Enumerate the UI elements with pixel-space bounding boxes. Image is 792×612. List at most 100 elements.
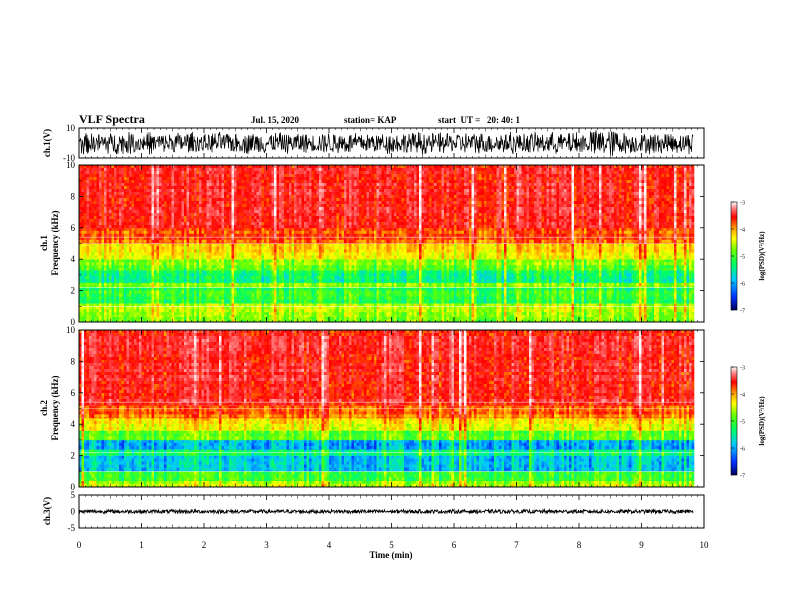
spectrogram-cell — [664, 317, 667, 320]
spectrogram-cell — [149, 312, 152, 315]
spectrogram-cell — [159, 309, 162, 312]
spectrogram-cell — [517, 309, 520, 312]
spectrogram-cell — [589, 315, 592, 317]
spectrogram-cell — [322, 312, 325, 315]
spectrogram-cell — [114, 315, 117, 317]
spectrogram-cell — [404, 309, 407, 312]
spectrogram-cell — [482, 315, 485, 317]
spectrogram-cell — [607, 317, 610, 320]
spectrogram-cell — [502, 315, 505, 317]
spectrogram-cell — [577, 315, 580, 317]
spectrogram-cell — [459, 317, 462, 320]
spectrogram-cell — [342, 315, 345, 317]
spectrogram-cell — [599, 309, 602, 312]
spectrogram-cell — [199, 309, 202, 312]
spectrogram-cell — [369, 306, 372, 309]
spectrogram-cell — [284, 315, 287, 317]
spectrogram-cell — [317, 306, 320, 309]
spectrogram-cell — [174, 312, 177, 315]
spectrogram-cell — [402, 312, 405, 315]
spectrogram-cell — [214, 312, 217, 315]
spectrogram-cell — [457, 315, 460, 317]
spectrogram-cell — [414, 317, 417, 320]
spectrogram-cell — [417, 306, 420, 309]
spectrogram-cell — [304, 315, 307, 317]
spectrogram-cell — [434, 306, 437, 309]
spectrogram-cell — [574, 312, 577, 315]
spectrogram-cell — [607, 306, 610, 309]
spectrogram-cell — [632, 312, 635, 315]
spectrogram-cell — [499, 312, 502, 315]
spectrogram-cell — [654, 306, 657, 309]
spectrogram-cell — [639, 309, 642, 312]
spectrogram-cell — [279, 315, 282, 317]
spectrogram-cell — [334, 309, 337, 312]
spectrogram-cell — [569, 306, 572, 309]
spectrogram-cell — [492, 315, 495, 317]
spectrogram-cell — [464, 312, 467, 315]
spectrogram-cell — [417, 312, 420, 315]
spectrogram-cell — [567, 309, 570, 312]
spectrogram-cell — [249, 306, 252, 309]
spectrogram-cell — [429, 312, 432, 315]
spectrogram-cell — [159, 317, 162, 320]
spectrogram-cell — [587, 306, 590, 309]
spectrogram-cell — [469, 309, 472, 312]
spectrogram-cell — [209, 317, 212, 320]
spectrogram-cell — [187, 312, 190, 315]
spectrogram-cell — [632, 306, 635, 309]
spectrogram-cell — [662, 312, 665, 315]
spectrogram-cell — [632, 317, 635, 320]
spectrogram-cell — [192, 317, 195, 320]
spectrogram-cell — [604, 312, 607, 315]
spectrogram-cell — [147, 312, 150, 315]
spectrogram-cell — [444, 306, 447, 309]
spectrogram-cell — [539, 306, 542, 309]
spectrogram-cell — [534, 315, 537, 317]
spectrogram-cell — [257, 317, 260, 320]
spectrogram-cell — [682, 309, 685, 312]
spectrogram-cell — [409, 317, 412, 320]
spectrogram-cell — [547, 306, 550, 309]
spectrogram-cell — [304, 306, 307, 309]
spectrogram-cell — [117, 309, 120, 312]
spectrogram-cell — [277, 312, 280, 315]
spectrogram-cell — [627, 309, 630, 312]
spectrogram-cell — [382, 317, 385, 320]
spectrogram-cell — [667, 312, 670, 315]
spectrogram-cell — [497, 317, 500, 320]
spectrogram-cell — [662, 317, 665, 320]
spectrogram-cell — [352, 312, 355, 315]
spectrogram-cell — [302, 312, 305, 315]
spectrogram-cell — [559, 317, 562, 320]
spectrogram-cell — [524, 309, 527, 312]
spectrogram-cell — [312, 317, 315, 320]
spectrogram-cell — [544, 317, 547, 320]
spectrogram-cell — [164, 312, 167, 315]
spectrogram-cell — [212, 306, 215, 309]
spectrogram-cell — [92, 315, 95, 317]
spectrogram-cell — [429, 309, 432, 312]
spectrogram-cell — [232, 312, 235, 315]
spectrogram-cell — [472, 312, 475, 315]
spectrogram-cell — [332, 315, 335, 317]
spectrogram-cell — [644, 306, 647, 309]
spectrogram-cell — [84, 309, 87, 312]
spectrogram-cell — [684, 309, 687, 312]
spectrogram-cell — [612, 312, 615, 315]
spectrogram-cell — [637, 312, 640, 315]
spectrogram-cell — [584, 309, 587, 312]
spectrogram-cell — [577, 306, 580, 309]
spectrogram-cell — [269, 309, 272, 312]
spectrogram-cell — [692, 317, 695, 320]
spectrogram-cell — [94, 306, 97, 309]
spectrogram-cell — [289, 315, 292, 317]
spectrogram-cell — [439, 306, 442, 309]
spectrogram-cell — [89, 312, 92, 315]
spectrogram-cell — [482, 306, 485, 309]
spectrogram-cell — [134, 309, 137, 312]
spectrogram-cell — [352, 315, 355, 317]
spectrogram-cell — [444, 312, 447, 315]
spectrogram-cell — [379, 317, 382, 320]
spectrogram-cell — [194, 312, 197, 315]
